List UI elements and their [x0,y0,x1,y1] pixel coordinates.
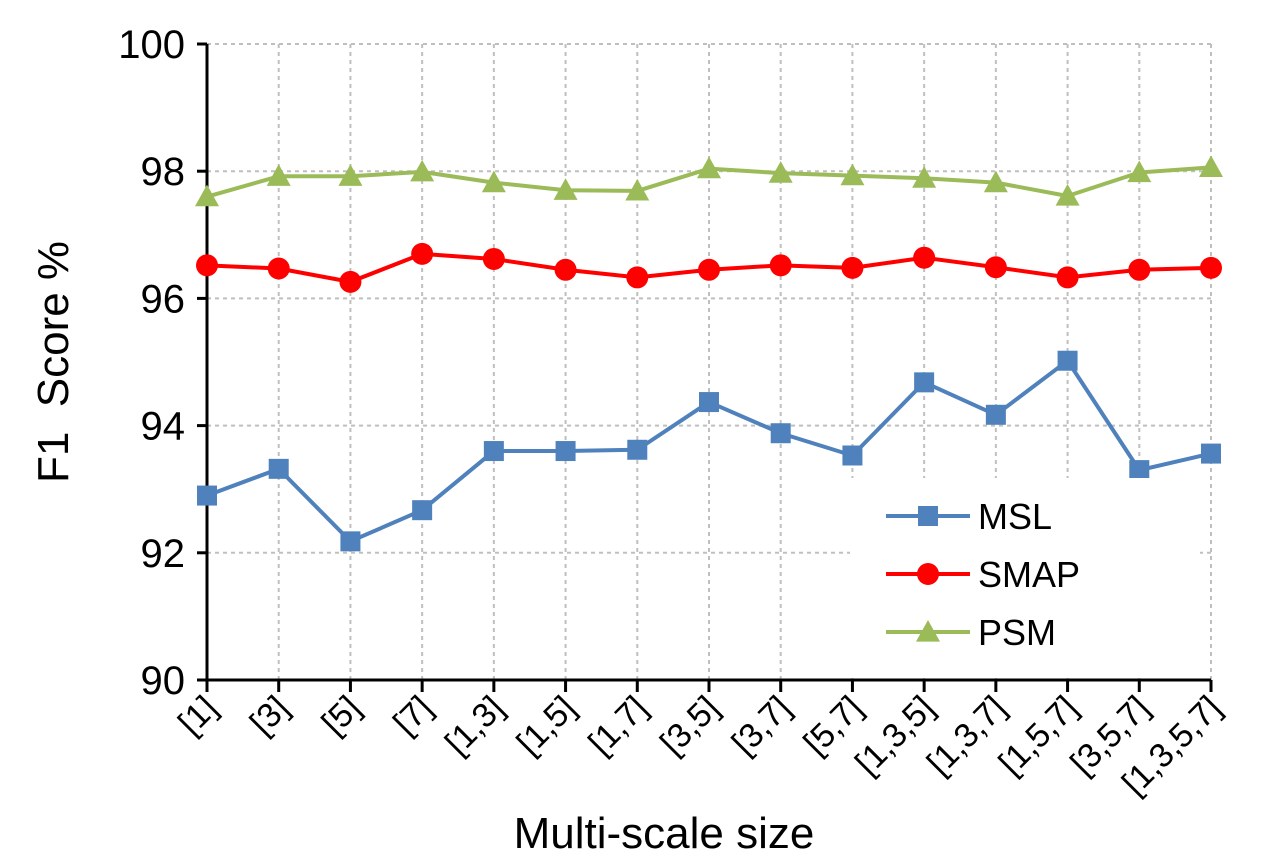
psm-point [1127,160,1152,183]
psm-point [481,170,506,193]
legend-marker [917,563,939,585]
smap-point [1128,258,1151,281]
x-tick-label: [1,5,7] [992,689,1086,783]
legend: MSL SMAP PSM [850,478,1200,678]
psm-point [768,161,793,183]
psm-point [697,156,721,179]
legend-item-smap: SMAP [886,554,1080,595]
msl-point [197,485,217,506]
smap-point [196,254,218,277]
legend-label: SMAP [978,554,1080,595]
legend-item-msl: MSL [886,496,1052,537]
smap-point [554,258,577,281]
smap-point [1056,266,1079,289]
x-tick-label: [1,7] [581,689,655,763]
smap-point [769,254,792,277]
legend-label: PSM [978,612,1056,653]
series-psm [195,155,1223,207]
smap-point [1200,256,1222,279]
y-tick-label: 94 [141,405,186,449]
legend-item-psm: PSM [886,612,1056,653]
x-tick-label: [3,7] [725,689,799,763]
y-tick-label: 92 [141,532,186,576]
x-ticks: [1] [3] [5] [7][1,3][1,5][1,7][3,5][3,7][5,… [171,689,1229,803]
y-tick-label: 96 [141,277,186,321]
msl-point [555,441,576,462]
psm-point [840,163,865,186]
psm-point [983,170,1008,193]
legend-marker [918,506,938,526]
y-tick-label: 98 [141,150,186,194]
smap-point [626,266,649,289]
psm-point [338,164,363,186]
msl-point [1129,460,1150,481]
msl-point [842,445,863,466]
x-tick-label: [3,5] [653,689,727,763]
psm-point [1199,155,1223,177]
y-tick-label: 100 [118,23,185,67]
msl-point [412,500,433,521]
msl-point [340,531,361,552]
series-layer [195,155,1223,552]
y-tick-label: 90 [141,659,186,703]
msl-point [914,372,935,393]
psm-point [195,184,219,207]
psm-point [1055,184,1080,206]
smap-point [698,258,720,281]
smap-point [411,242,434,265]
x-tick-label: [3] [243,689,297,743]
axes [197,42,1213,692]
y-ticks: 90 92 94 96 98 100 [118,23,185,703]
smap-point [482,247,505,270]
msl-point [627,439,648,460]
x-tick-label: [1,3] [438,689,512,763]
psm-point [625,178,650,201]
psm-point [912,166,937,188]
x-tick-label: [7] [386,689,440,743]
psm-point [410,159,435,182]
legend-marker [916,620,940,642]
msl-point [1201,443,1221,464]
msl-point [1057,350,1078,371]
msl-point [699,392,719,413]
msl-point [268,458,289,479]
x-tick-label: [1,5] [510,689,584,763]
x-axis-title: Multi-scale size [514,809,815,858]
psm-point [553,178,578,200]
smap-point [841,256,864,279]
legend-label: MSL [978,496,1052,537]
series-msl [197,350,1221,552]
y-axis-title: F1 Score % [29,241,78,483]
legend-background [850,478,1200,678]
msl-point [483,441,504,462]
smap-point [913,246,936,269]
x-tick-label: [5] [314,689,368,743]
psm-point [266,164,291,186]
smap-point [984,256,1007,279]
x-tick-label: [1,3,5] [848,689,942,783]
series-smap [196,242,1222,293]
x-tick-label: [1,3,7] [920,689,1014,783]
msl-point [985,404,1006,425]
smap-point [339,270,362,293]
smap-point [267,257,290,280]
msl-point [770,423,791,444]
